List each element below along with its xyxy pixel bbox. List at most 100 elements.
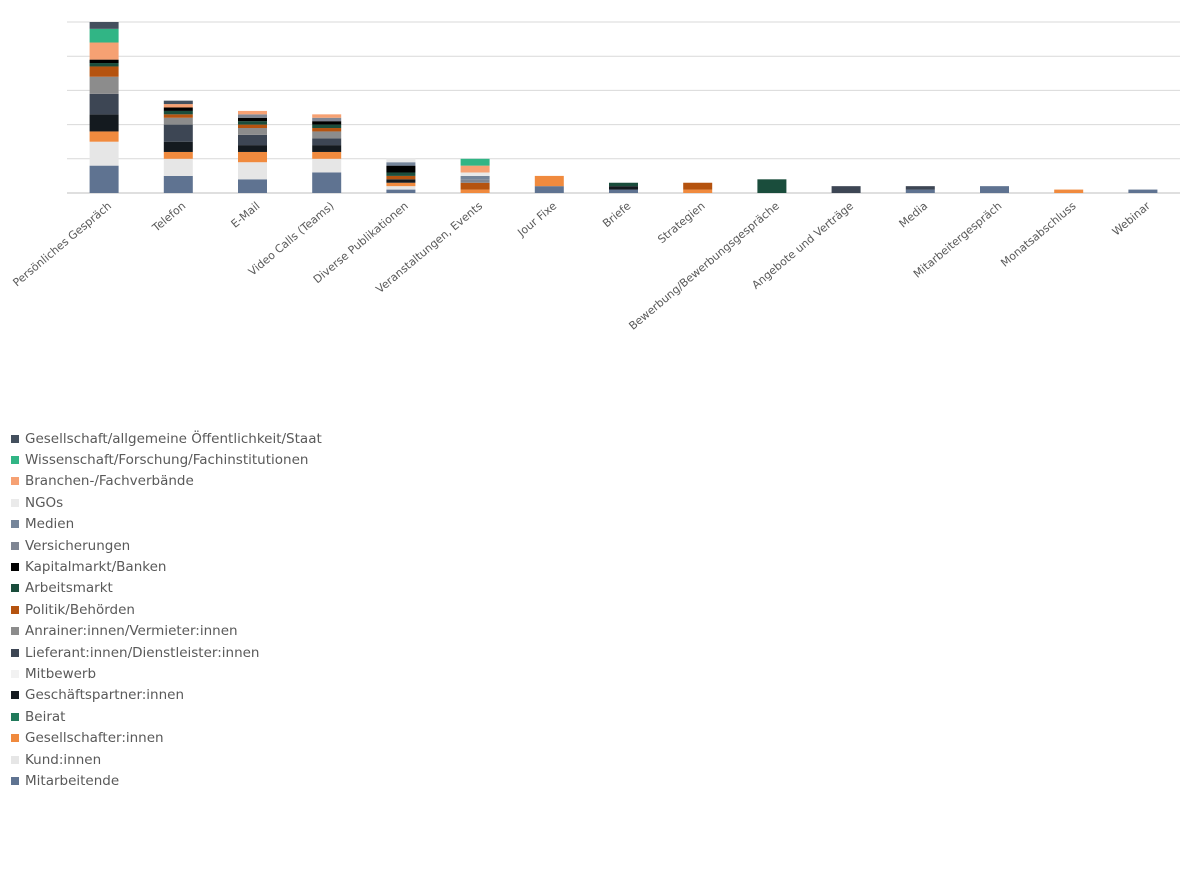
bar-stack bbox=[1128, 189, 1158, 193]
legend-swatch bbox=[11, 648, 19, 657]
bar-segment bbox=[238, 114, 267, 118]
legend-swatch bbox=[11, 520, 19, 529]
bar-segment bbox=[163, 110, 193, 115]
bar-stack bbox=[534, 175, 564, 193]
bar-segment bbox=[89, 93, 119, 115]
bar-segment bbox=[163, 100, 193, 105]
bar-segment bbox=[460, 182, 490, 190]
bar-segment bbox=[312, 172, 342, 193]
bar-segment bbox=[238, 110, 267, 115]
legend-item: Versicherungen bbox=[11, 535, 322, 556]
bar-stack bbox=[831, 186, 861, 193]
bar-stack bbox=[460, 158, 490, 193]
bar-segment bbox=[238, 162, 267, 180]
legend-item: Arbeitsmarkt bbox=[11, 578, 322, 599]
legend-label: NGOs bbox=[25, 494, 64, 511]
legend-swatch bbox=[11, 477, 19, 486]
bar-segment bbox=[89, 165, 119, 193]
legend-label: Politik/Behörden bbox=[25, 601, 135, 618]
legend-label: Kund:innen bbox=[25, 751, 102, 768]
legend-item: Beirat bbox=[11, 706, 322, 727]
bar-segment bbox=[163, 158, 193, 176]
x-tick-label: Telefon bbox=[149, 199, 188, 235]
bar-segment bbox=[89, 66, 119, 77]
legend-label: Gesellschafter:innen bbox=[25, 730, 164, 747]
bar-segment bbox=[609, 182, 638, 187]
bar-segment bbox=[163, 124, 193, 142]
bar-stack bbox=[238, 110, 267, 193]
bar-stack bbox=[980, 186, 1009, 193]
bar-segment bbox=[163, 114, 193, 118]
bar-stack bbox=[312, 114, 342, 193]
legend-swatch bbox=[11, 563, 19, 572]
legend-item: Lieferant:innen/Dienstleister:innen bbox=[11, 642, 322, 663]
legend-item: Gesellschaft/allgemeine Öffentlichkeit/S… bbox=[11, 428, 322, 449]
bar-segment bbox=[905, 189, 935, 193]
legend-label: Mitarbeitende bbox=[25, 772, 120, 789]
legend-label: Gesellschaft/allgemeine Öffentlichkeit/S… bbox=[25, 430, 322, 447]
x-tick-label: Briefe bbox=[600, 199, 633, 230]
bar-segment bbox=[238, 128, 267, 135]
legend-item: Politik/Behörden bbox=[11, 599, 322, 620]
bar-segment bbox=[980, 186, 1009, 193]
bar-segment bbox=[312, 138, 342, 146]
legend-swatch bbox=[11, 605, 19, 614]
bar-segment bbox=[460, 158, 490, 166]
legend-swatch bbox=[11, 734, 19, 743]
x-tick-label: Strategien bbox=[655, 199, 707, 246]
bar-segment bbox=[163, 175, 193, 193]
bar-segment bbox=[312, 151, 342, 159]
legend-label: Kapitalmarkt/Banken bbox=[25, 559, 167, 576]
bar-segment bbox=[312, 145, 342, 152]
legend-item: Anrainer:innen/Vermieter:innen bbox=[11, 621, 322, 642]
legend-label: Anrainer:innen/Vermieter:innen bbox=[25, 623, 238, 640]
bar-stack bbox=[757, 179, 787, 193]
legend-item: Kapitalmarkt/Banken bbox=[11, 556, 322, 577]
bar-segment bbox=[312, 128, 342, 132]
gridlines bbox=[67, 21, 1180, 194]
bar-segment bbox=[683, 182, 713, 190]
x-tick-label: Jour Fixe bbox=[514, 199, 559, 240]
bar-segment bbox=[1054, 189, 1084, 193]
x-tick-label: E-Mail bbox=[229, 199, 263, 230]
bar-segment bbox=[238, 151, 267, 163]
bar-segment bbox=[460, 175, 490, 180]
bar-segment bbox=[905, 186, 935, 190]
legend-swatch bbox=[11, 755, 19, 764]
bar-segment bbox=[460, 189, 490, 193]
legend-item: Mitarbeitende bbox=[11, 770, 322, 791]
bar-segment bbox=[89, 76, 119, 94]
bar-segment bbox=[312, 121, 342, 125]
legend-swatch bbox=[11, 498, 19, 507]
bar-segment bbox=[609, 186, 638, 190]
x-tick-label: Bewerbung/Bewerbungsgespräche bbox=[626, 199, 782, 333]
legend-item: NGOs bbox=[11, 492, 322, 513]
bar-segment bbox=[1128, 189, 1158, 193]
x-tick-label: Monatsabschluss bbox=[998, 199, 1079, 270]
bar-segment bbox=[163, 107, 193, 111]
bar-segment bbox=[89, 42, 119, 60]
bar-segment bbox=[386, 186, 416, 190]
legend-swatch bbox=[11, 669, 19, 678]
bar-segment bbox=[831, 186, 861, 193]
bar-segment bbox=[460, 179, 490, 183]
bar-segment bbox=[238, 121, 267, 125]
bar-stack bbox=[89, 22, 119, 193]
bar-segment bbox=[460, 165, 490, 173]
bar-segment bbox=[89, 59, 119, 64]
legend-label: Versicherungen bbox=[25, 537, 131, 554]
bar-stack bbox=[609, 182, 638, 193]
legend-label: Branchen-/Fachverbände bbox=[25, 473, 194, 490]
bar-segment bbox=[312, 117, 342, 122]
bar-segment bbox=[312, 114, 342, 118]
bar-segment bbox=[89, 114, 119, 132]
legend-swatch bbox=[11, 712, 19, 721]
stacked-bar-chart: Persönliches Gespräch Telefon E-MailVideo … bbox=[10, 21, 1180, 333]
chart-legend: Gesellschaft/allgemeine Öffentlichkeit/S… bbox=[11, 428, 322, 792]
legend-swatch bbox=[11, 691, 19, 700]
bar-segment bbox=[163, 141, 193, 152]
bar-segment bbox=[386, 158, 416, 163]
bar-stack bbox=[683, 182, 713, 193]
legend-label: Mitbewerb bbox=[25, 665, 97, 682]
legend-item: Medien bbox=[11, 514, 322, 535]
